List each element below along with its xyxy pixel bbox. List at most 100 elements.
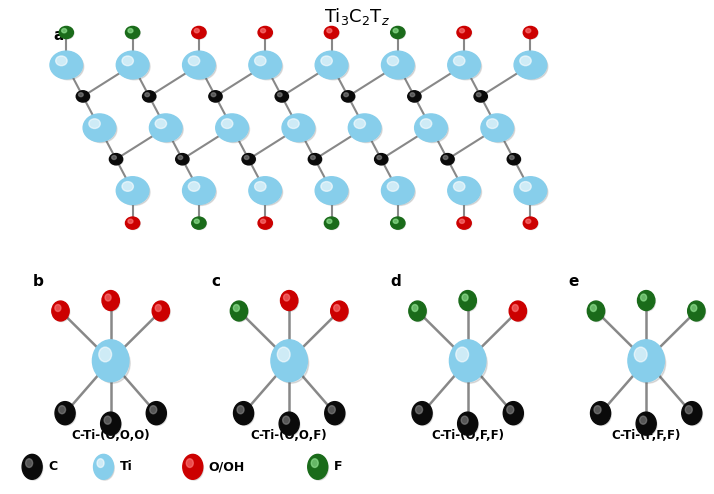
Circle shape xyxy=(209,91,222,102)
Circle shape xyxy=(249,51,281,79)
Circle shape xyxy=(510,156,514,160)
Circle shape xyxy=(451,53,481,80)
Circle shape xyxy=(384,179,416,206)
Circle shape xyxy=(258,26,272,39)
Circle shape xyxy=(211,93,216,97)
Circle shape xyxy=(26,459,33,467)
Circle shape xyxy=(393,29,398,33)
Circle shape xyxy=(251,53,283,80)
Circle shape xyxy=(512,304,518,312)
Circle shape xyxy=(588,301,605,321)
Text: b: b xyxy=(33,274,44,289)
Circle shape xyxy=(259,28,273,39)
Circle shape xyxy=(94,454,114,479)
Circle shape xyxy=(183,51,215,79)
Text: C-Ti-(O,O,O): C-Ti-(O,O,O) xyxy=(71,429,150,442)
Circle shape xyxy=(119,53,150,80)
Text: a: a xyxy=(54,28,64,43)
Circle shape xyxy=(275,91,288,102)
Circle shape xyxy=(188,182,200,191)
Circle shape xyxy=(442,155,455,165)
Circle shape xyxy=(639,292,655,311)
Circle shape xyxy=(243,155,256,165)
Circle shape xyxy=(590,402,610,425)
Circle shape xyxy=(276,92,289,102)
Circle shape xyxy=(343,92,355,102)
Circle shape xyxy=(79,93,84,97)
Circle shape xyxy=(341,91,355,102)
Circle shape xyxy=(55,402,75,425)
Circle shape xyxy=(354,119,366,128)
Circle shape xyxy=(481,114,513,142)
Circle shape xyxy=(391,217,405,229)
Circle shape xyxy=(233,402,253,425)
Circle shape xyxy=(61,29,66,33)
Circle shape xyxy=(458,28,472,39)
Circle shape xyxy=(507,154,521,165)
Circle shape xyxy=(474,91,488,102)
Circle shape xyxy=(232,303,248,322)
Text: c: c xyxy=(211,274,221,289)
Circle shape xyxy=(119,179,150,206)
Circle shape xyxy=(315,177,348,205)
Circle shape xyxy=(638,290,655,310)
Circle shape xyxy=(409,301,426,321)
Circle shape xyxy=(183,454,203,479)
Circle shape xyxy=(327,29,332,33)
Circle shape xyxy=(321,56,332,66)
Circle shape xyxy=(682,402,702,425)
Circle shape xyxy=(188,56,200,66)
Circle shape xyxy=(311,156,316,160)
Circle shape xyxy=(61,28,74,39)
Circle shape xyxy=(327,219,332,223)
Circle shape xyxy=(52,301,69,321)
Circle shape xyxy=(155,304,161,312)
Circle shape xyxy=(244,156,249,160)
Circle shape xyxy=(689,303,705,322)
Circle shape xyxy=(418,116,448,143)
Circle shape xyxy=(145,93,149,97)
Circle shape xyxy=(22,454,42,479)
Text: C-Ti-(F,F,F): C-Ti-(F,F,F) xyxy=(611,429,681,442)
Circle shape xyxy=(92,340,129,382)
Circle shape xyxy=(476,92,488,102)
Circle shape xyxy=(274,343,308,383)
Circle shape xyxy=(457,26,471,39)
Circle shape xyxy=(324,217,338,229)
Circle shape xyxy=(233,304,239,312)
Circle shape xyxy=(459,290,476,310)
Circle shape xyxy=(449,340,486,382)
Circle shape xyxy=(184,456,203,480)
Circle shape xyxy=(409,92,421,102)
Circle shape xyxy=(192,26,206,39)
Circle shape xyxy=(50,51,83,79)
Circle shape xyxy=(152,116,183,143)
Circle shape xyxy=(104,416,111,424)
Circle shape xyxy=(149,114,182,142)
Circle shape xyxy=(408,91,421,102)
Circle shape xyxy=(462,294,468,301)
Circle shape xyxy=(126,26,140,39)
Circle shape xyxy=(177,155,189,165)
Circle shape xyxy=(143,91,156,102)
Circle shape xyxy=(392,28,406,39)
Circle shape xyxy=(83,114,116,142)
Circle shape xyxy=(193,218,206,230)
Circle shape xyxy=(457,217,471,229)
Circle shape xyxy=(325,402,345,425)
Circle shape xyxy=(690,304,697,312)
Circle shape xyxy=(326,28,339,39)
Circle shape xyxy=(348,114,381,142)
Circle shape xyxy=(448,51,481,79)
Circle shape xyxy=(261,219,266,223)
Circle shape xyxy=(381,51,414,79)
Circle shape xyxy=(53,53,84,80)
Circle shape xyxy=(412,402,432,425)
Circle shape xyxy=(99,347,111,362)
Circle shape xyxy=(520,56,531,66)
Circle shape xyxy=(56,404,76,425)
Circle shape xyxy=(221,119,233,128)
Circle shape xyxy=(309,155,322,165)
Circle shape xyxy=(89,119,100,128)
Circle shape xyxy=(526,219,531,223)
